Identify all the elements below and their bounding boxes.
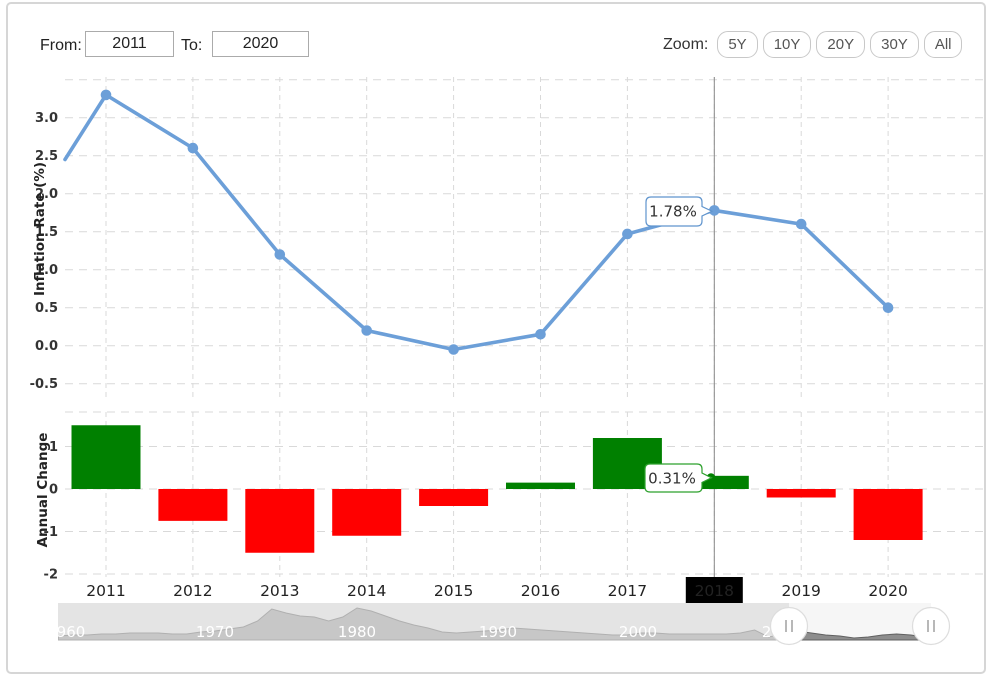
year-label: 2014: [347, 582, 386, 600]
year-label: 2020: [868, 582, 907, 600]
year-label: 2013: [260, 582, 299, 600]
line-ytick-label: 1.0: [35, 263, 58, 278]
navigator-decade-label: 1990: [479, 623, 517, 641]
bar-2014[interactable]: [332, 489, 402, 536]
year-label: 2011: [86, 582, 125, 600]
from-year-input[interactable]: [85, 31, 174, 57]
handle-grip-icon: [785, 620, 793, 632]
bar-y-axis-title: Annual Change: [35, 433, 51, 548]
line-ytick-label: 2.0: [35, 187, 58, 202]
handle-grip-icon: [927, 620, 935, 632]
controls-bar: From: To: Zoom: 5Y 10Y 20Y 30Y All: [0, 0, 991, 60]
from-label: From:: [40, 37, 82, 54]
bar-2020[interactable]: [853, 489, 923, 540]
line-point-2015[interactable]: [448, 344, 459, 355]
bar-ytick-label: -1: [44, 525, 58, 540]
line-point-2012[interactable]: [187, 142, 199, 154]
zoom-controls: Zoom: 5Y 10Y 20Y 30Y All: [663, 31, 963, 58]
line-ytick-label: 0.5: [35, 301, 58, 316]
selected-year-label: 2018: [695, 582, 734, 600]
line-series[interactable]: [63, 89, 894, 355]
bar-2011[interactable]: [71, 425, 141, 489]
zoom-all-button[interactable]: All: [923, 31, 963, 58]
year-label: 2012: [173, 582, 212, 600]
bar-ytick-label: 1: [49, 440, 58, 455]
bar-2019[interactable]: [766, 489, 836, 498]
x-axis-labels: 2011 2012 2013 2014 2015 2016 2017 2018 2019 2020: [86, 577, 908, 604]
line-tooltip-text: 1.78%: [649, 203, 697, 221]
navigator-decade-label: 960: [57, 623, 86, 641]
line-ytick-label: 3.0: [35, 111, 58, 126]
to-year-input[interactable]: [212, 31, 309, 57]
navigator-decade-label: 1970: [196, 623, 234, 641]
navigator-handle-left[interactable]: [769, 606, 809, 646]
bar-tooltip-box: [644, 463, 713, 493]
bar-2016[interactable]: [506, 482, 575, 489]
bar-ytick-label: 0: [49, 483, 58, 498]
selected-year-box: [685, 577, 743, 604]
line-point-2019[interactable]: [795, 218, 807, 230]
bar-ytick-label: -2: [44, 568, 58, 583]
navigator-handle-right[interactable]: [911, 606, 951, 646]
line-point-2018[interactable]: [709, 205, 720, 216]
line-point-2020[interactable]: [882, 302, 894, 314]
zoom-20y-button[interactable]: 20Y: [816, 31, 866, 58]
line-ytick-label: -0.5: [30, 377, 58, 392]
bar-2012[interactable]: [158, 489, 228, 521]
to-label: To:: [181, 37, 203, 54]
zoom-30y-button[interactable]: 30Y: [870, 31, 919, 58]
zoom-5y-button[interactable]: 5Y: [717, 31, 758, 58]
line-point-2011[interactable]: [100, 89, 112, 101]
line-ytick-label: 0.0: [35, 339, 58, 354]
navigator-decade-label: 1980: [338, 623, 376, 641]
inflation-line: [63, 93, 890, 352]
bar-series[interactable]: [71, 425, 923, 553]
zoom-label: Zoom:: [663, 35, 709, 53]
bar-2015[interactable]: [419, 489, 489, 506]
year-label: 2016: [521, 582, 560, 600]
line-point-2013[interactable]: [274, 249, 286, 260]
navigator-series-dimmed: [58, 607, 789, 641]
navigator[interactable]: 96019701980199020002010: [57, 603, 951, 646]
line-y-axis-title: Inflation Rate (%): [32, 162, 48, 296]
line-tooltip-box: [645, 196, 714, 227]
line-point-2017[interactable]: [622, 228, 633, 240]
line-ytick-label: 2.5: [35, 149, 58, 164]
year-label: 2015: [434, 582, 473, 600]
year-label: 2017: [608, 582, 647, 600]
line-point-2014[interactable]: [361, 325, 373, 336]
bar-2013[interactable]: [245, 489, 315, 553]
line-point-2016[interactable]: [535, 329, 546, 340]
line-ytick-label: 1.5: [35, 225, 58, 240]
chart-card: [6, 2, 986, 674]
y-axis-ticks: 3.0 2.5 2.0 1.5 1.0 0.5 0.0 -0.5 1 0 -1 -2: [30, 111, 58, 582]
navigator-decade-label: 2000: [619, 623, 657, 641]
bar-tooltip-text: 0.31%: [648, 470, 696, 488]
tooltips: 1.78% 0.31%: [644, 196, 716, 493]
year-label: 2019: [781, 582, 820, 600]
zoom-10y-button[interactable]: 10Y: [762, 31, 812, 58]
